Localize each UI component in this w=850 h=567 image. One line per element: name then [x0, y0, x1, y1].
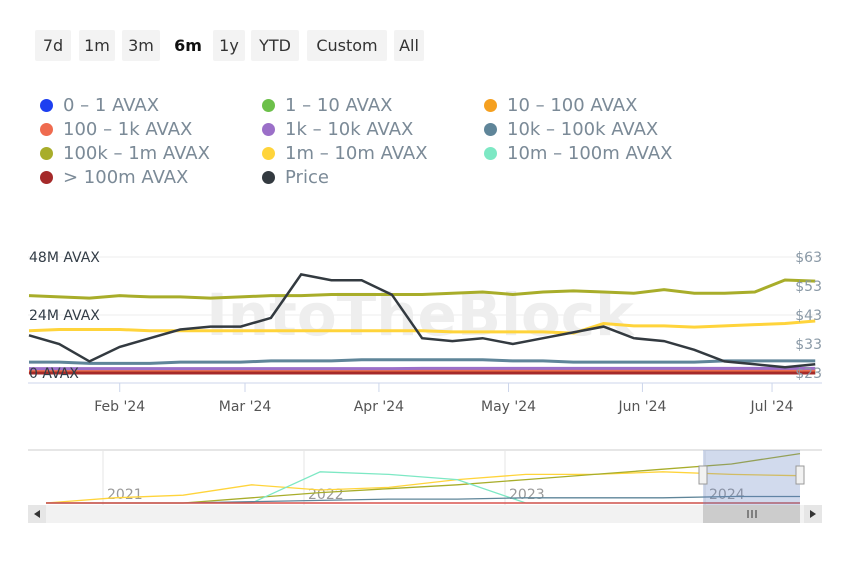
legend-label: 1m – 10m AVAX [285, 143, 428, 164]
scrollbar-thumb[interactable] [703, 505, 800, 523]
x-tick-label: May '24 [481, 399, 536, 415]
legend-marker-icon [484, 123, 497, 136]
legend-item[interactable]: > 100m AVAX [40, 167, 188, 188]
legend-marker-icon [262, 171, 275, 184]
legend-marker-icon [40, 171, 53, 184]
y-right-label: $63 [795, 250, 822, 266]
price-line [28, 273, 816, 369]
legend-label: 10k – 100k AVAX [507, 119, 659, 140]
range-button-7d[interactable]: 7d [35, 30, 71, 61]
legend-item[interactable]: 1 – 10 AVAX [262, 95, 393, 116]
legend-marker-icon [40, 147, 53, 160]
y-left-label: 0 AVAX [29, 366, 79, 382]
legend-label: Price [285, 167, 329, 188]
series-line-6 [28, 278, 816, 300]
series-line-5 [29, 358, 816, 365]
legend-marker-icon [484, 147, 497, 160]
y-left-label: 48M AVAX [29, 250, 100, 266]
y-right-label: $43 [795, 308, 822, 324]
legend-item[interactable]: Price [262, 167, 329, 188]
range-button-6m[interactable]: 6m [168, 30, 208, 61]
legend-label: 10m – 100m AVAX [507, 143, 673, 164]
watermark: IntoTheBlock [206, 281, 635, 349]
legend-item[interactable]: 1m – 10m AVAX [262, 143, 428, 164]
legend-marker-icon [484, 99, 497, 112]
legend-marker-icon [262, 99, 275, 112]
navigator-year-label: 2021 [107, 487, 143, 503]
legend-item[interactable]: 10 – 100 AVAX [484, 95, 637, 116]
legend-item[interactable]: 100 – 1k AVAX [40, 119, 192, 140]
navigator-year-label: 2024 [709, 487, 745, 503]
x-tick-label: Jun '24 [617, 399, 666, 415]
scroll-left-button[interactable] [28, 505, 46, 523]
navigator-year-label: 2023 [509, 487, 545, 503]
legend-label: 100k – 1m AVAX [63, 143, 210, 164]
arrow-left-icon [34, 510, 40, 518]
legend-marker-icon [262, 123, 275, 136]
navigator-series [45, 471, 801, 504]
scroll-right-button[interactable] [804, 505, 822, 523]
series-line-7 [28, 319, 816, 335]
y-right-label: $33 [795, 337, 822, 353]
legend-label: 10 – 100 AVAX [507, 95, 638, 116]
legend-marker-icon [262, 147, 275, 160]
legend-item[interactable]: 100k – 1m AVAX [40, 143, 210, 164]
navigator-selection[interactable] [703, 450, 800, 505]
legend-label: 1k – 10k AVAX [285, 119, 414, 140]
arrow-right-icon [810, 510, 816, 518]
scrollbar-track[interactable] [28, 505, 822, 523]
legend-marker-icon [40, 99, 53, 112]
legend-label: 0 – 1 AVAX [63, 95, 160, 116]
legend-label: 1 – 10 AVAX [285, 95, 393, 116]
legend-label: 100 – 1k AVAX [63, 119, 193, 140]
legend-item[interactable]: 0 – 1 AVAX [40, 95, 159, 116]
range-button-3m[interactable]: 3m [122, 30, 160, 61]
navigator-handle[interactable] [698, 465, 708, 485]
x-tick-label: Jul '24 [750, 399, 794, 415]
legend-label: > 100m AVAX [63, 167, 189, 188]
navigator-series [46, 495, 800, 504]
range-button-ytd[interactable]: YTD [251, 30, 299, 61]
legend-item[interactable]: 1k – 10k AVAX [262, 119, 413, 140]
legend-marker-icon [40, 123, 53, 136]
range-button-1y[interactable]: 1y [213, 30, 245, 61]
y-right-label: $53 [795, 279, 822, 295]
y-right-label: $23 [795, 366, 822, 382]
navigator-year-label: 2022 [308, 487, 344, 503]
navigator-series [46, 452, 801, 504]
range-button-1m[interactable]: 1m [79, 30, 115, 61]
x-tick-label: Mar '24 [219, 399, 272, 415]
x-tick-label: Apr '24 [354, 399, 404, 415]
navigator-series [46, 471, 800, 504]
range-button-custom[interactable]: Custom [307, 30, 387, 61]
legend-item[interactable]: 10m – 100m AVAX [484, 143, 672, 164]
x-tick-label: Feb '24 [94, 399, 145, 415]
legend-item[interactable]: 10k – 100k AVAX [484, 119, 658, 140]
navigator-handle[interactable] [795, 465, 805, 485]
y-left-label: 24M AVAX [29, 308, 100, 324]
range-button-all[interactable]: All [394, 30, 424, 61]
